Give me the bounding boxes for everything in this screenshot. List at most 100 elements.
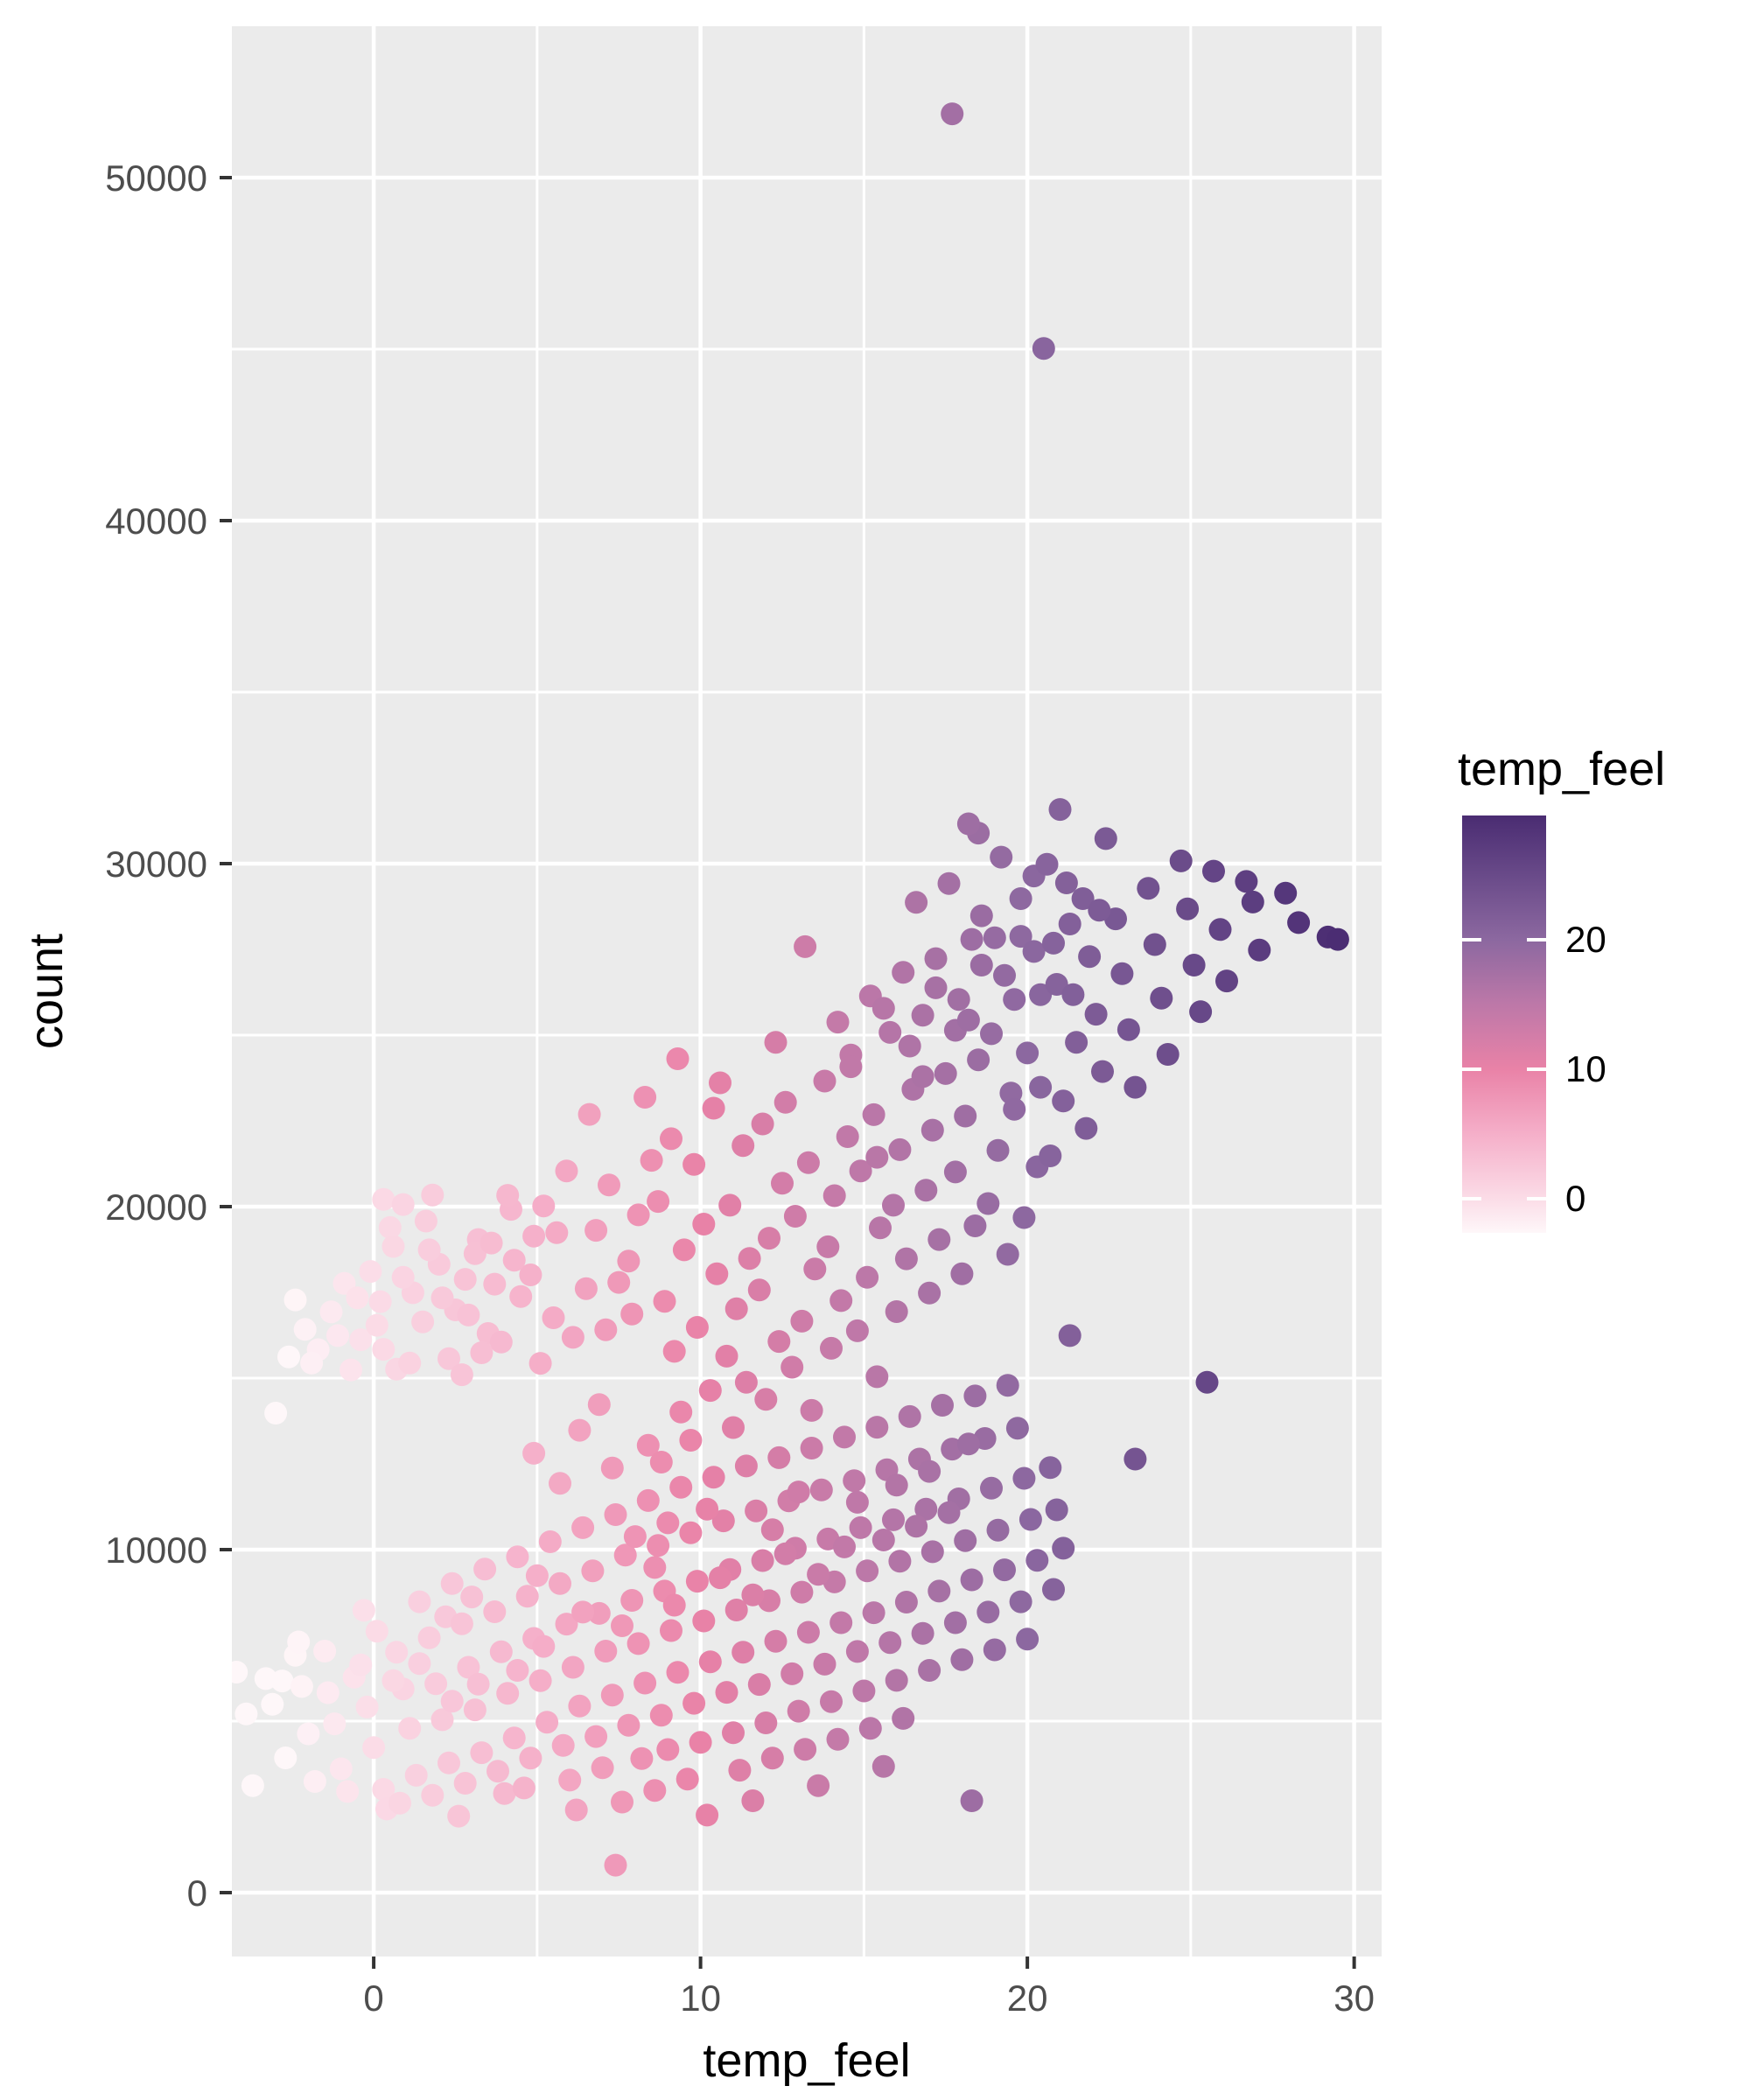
- data-point: [408, 1652, 431, 1676]
- data-point: [385, 1641, 409, 1664]
- data-point: [604, 1853, 627, 1877]
- data-point: [898, 1404, 921, 1428]
- y-tick-label: 10000: [105, 1530, 207, 1571]
- data-point: [313, 1640, 337, 1662]
- data-point: [820, 1690, 843, 1713]
- data-point: [519, 1264, 542, 1286]
- data-point: [692, 1609, 716, 1633]
- data-point: [571, 1516, 595, 1539]
- data-point: [623, 1525, 647, 1549]
- data-point: [326, 1324, 349, 1348]
- data-point: [617, 1250, 640, 1273]
- data-point: [303, 1770, 326, 1793]
- data-point: [463, 1698, 486, 1722]
- data-point: [1039, 1144, 1062, 1167]
- data-point: [783, 1205, 807, 1228]
- data-point: [1052, 1536, 1075, 1560]
- data-point: [914, 1497, 938, 1521]
- data-point: [892, 1706, 915, 1730]
- data-point: [920, 1118, 944, 1142]
- data-point: [970, 954, 993, 976]
- data-point: [372, 1778, 396, 1801]
- data-point: [993, 1558, 1016, 1582]
- data-point: [780, 1662, 804, 1685]
- data-point: [780, 1355, 804, 1379]
- data-point: [284, 1288, 307, 1312]
- data-point: [571, 1600, 595, 1624]
- data-point: [528, 1669, 552, 1692]
- data-point: [715, 1681, 738, 1704]
- data-point: [349, 1653, 373, 1676]
- data-point: [676, 1768, 699, 1791]
- data-point: [918, 1460, 942, 1483]
- x-tick-label: 20: [1007, 1978, 1048, 2019]
- data-point: [362, 1736, 386, 1760]
- data-point: [836, 1125, 859, 1148]
- data-point: [920, 1540, 944, 1564]
- data-point: [990, 845, 1013, 869]
- data-point: [522, 1441, 546, 1465]
- data-point: [506, 1545, 529, 1569]
- data-point: [398, 1717, 422, 1740]
- data-point: [941, 102, 964, 126]
- data-point: [506, 1659, 529, 1682]
- data-point: [954, 1529, 977, 1552]
- data-point: [578, 1102, 601, 1126]
- data-point: [911, 1621, 934, 1645]
- data-point: [1065, 1031, 1088, 1054]
- data-point: [794, 1738, 817, 1761]
- data-point: [558, 1768, 582, 1792]
- data-point: [1235, 870, 1258, 893]
- data-point: [856, 1559, 879, 1583]
- data-point: [368, 1290, 392, 1313]
- data-point: [679, 1429, 703, 1452]
- data-point: [679, 1521, 703, 1544]
- data-point: [1003, 988, 1026, 1012]
- data-point: [549, 1572, 571, 1595]
- data-point: [1035, 852, 1059, 876]
- data-point: [417, 1626, 441, 1649]
- data-point: [647, 1534, 670, 1558]
- data-point: [489, 1330, 513, 1354]
- data-point: [774, 1090, 797, 1114]
- data-point: [1110, 962, 1134, 985]
- data-point: [591, 1756, 614, 1780]
- data-point: [340, 1358, 362, 1382]
- data-point: [976, 1600, 1000, 1624]
- data-point: [587, 1393, 611, 1417]
- data-point: [600, 1456, 624, 1480]
- data-point: [316, 1681, 340, 1704]
- data-point: [398, 1351, 422, 1375]
- data-point: [1088, 899, 1111, 922]
- data-point: [525, 1564, 549, 1587]
- data-point: [980, 1022, 1003, 1046]
- data-point: [450, 1612, 473, 1635]
- data-point: [1058, 913, 1082, 935]
- data-point: [947, 988, 970, 1012]
- data-point: [1124, 1075, 1147, 1099]
- data-point: [600, 1684, 624, 1707]
- data-point: [581, 1559, 605, 1583]
- data-point: [865, 1365, 889, 1389]
- data-point: [300, 1351, 324, 1375]
- data-point: [1003, 1097, 1026, 1121]
- data-point: [1016, 1041, 1040, 1065]
- data-point: [536, 1711, 559, 1734]
- data-point: [954, 1104, 977, 1128]
- data-point: [911, 1004, 934, 1027]
- data-point: [905, 891, 928, 914]
- data-point: [261, 1692, 284, 1716]
- data-point: [820, 1336, 843, 1360]
- data-point: [555, 1613, 578, 1636]
- data-point: [666, 1047, 690, 1070]
- data-point: [839, 1055, 863, 1079]
- data-point: [822, 1184, 846, 1208]
- x-tick-label: 0: [363, 1978, 383, 2019]
- data-point: [692, 1213, 716, 1236]
- data-point: [480, 1231, 503, 1255]
- data-point: [1182, 954, 1206, 976]
- data-point: [414, 1209, 438, 1233]
- x-tick-label: 30: [1334, 1978, 1375, 2019]
- data-point: [509, 1284, 533, 1308]
